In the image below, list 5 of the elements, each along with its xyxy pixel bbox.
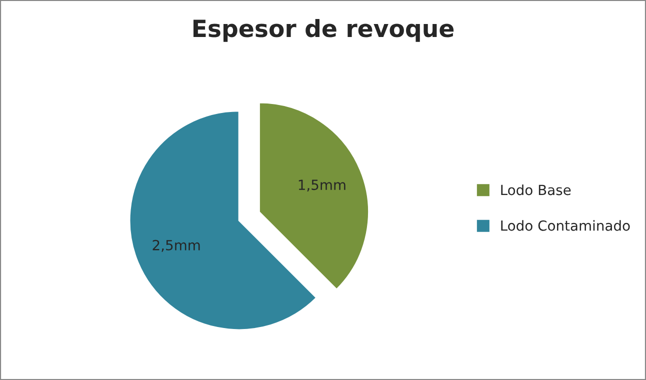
legend-label: Lodo Contaminado: [501, 220, 630, 231]
legend-label: Lodo Base: [501, 184, 571, 196]
chart-title: Espesor de revoque: [193, 19, 454, 42]
data-label: 1,5mm: [298, 180, 346, 192]
data-label: 2,5mm: [152, 240, 200, 252]
